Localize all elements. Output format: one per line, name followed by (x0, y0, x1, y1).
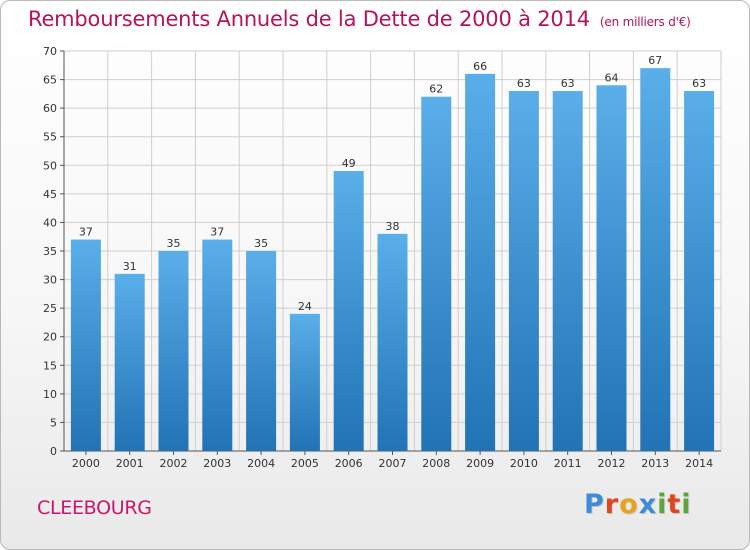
x-tick-label: 2009 (466, 457, 494, 470)
y-tick-label: 50 (43, 159, 57, 172)
proxiti-logo: Proxiti (584, 489, 692, 520)
x-tick-label: 2012 (598, 457, 626, 470)
bar-2014 (684, 91, 715, 451)
logo-letter: o (619, 489, 639, 520)
bar-2000 (70, 239, 101, 451)
data-label: 37 (210, 226, 224, 239)
chart-title: Remboursements Annuels de la Dette de 20… (28, 7, 691, 31)
x-tick-label: 2004 (247, 457, 275, 470)
x-tick-label: 2005 (291, 457, 319, 470)
y-tick-label: 15 (43, 359, 57, 372)
bar-2007 (377, 233, 408, 451)
data-label: 49 (342, 157, 356, 170)
bar-2011 (552, 91, 583, 451)
data-label: 63 (517, 77, 531, 90)
data-label: 63 (561, 77, 575, 90)
data-label: 66 (473, 60, 487, 73)
x-tick-label: 2008 (422, 457, 450, 470)
chart-title-text: Remboursements Annuels de la Dette de 20… (28, 7, 590, 31)
bar-2002 (158, 251, 189, 451)
logo-letter: i (681, 489, 692, 520)
y-tick-label: 70 (43, 45, 57, 58)
bar-2012 (596, 85, 627, 452)
data-labels: 37 31 35 37 35 24 49 38 62 66 63 63 64 67 63 (79, 54, 706, 313)
data-label: 38 (386, 220, 400, 233)
data-label: 63 (692, 77, 706, 90)
bar-2013 (640, 68, 671, 452)
logo-letter: r (604, 489, 620, 520)
bar-2005 (289, 313, 320, 451)
chart-subtitle: (en milliers d'€) (599, 15, 691, 29)
y-tick-label: 25 (43, 302, 57, 315)
data-label: 37 (79, 226, 93, 239)
x-tick-label: 2007 (379, 457, 407, 470)
y-tick-label: 60 (43, 102, 57, 115)
y-tick-label: 0 (50, 445, 57, 458)
bar-2008 (421, 96, 452, 451)
logo-letter: P (584, 489, 605, 520)
bar-2004 (246, 251, 277, 451)
logo-letter: x (638, 489, 658, 520)
x-tick-label: 2011 (554, 457, 582, 470)
y-tick-label: 10 (43, 388, 57, 401)
y-tick-label: 40 (43, 216, 57, 229)
x-tick-label: 2000 (72, 457, 100, 470)
x-tick-label: 2013 (641, 457, 669, 470)
location-name: CLEEBOURG (37, 497, 152, 519)
data-label: 35 (254, 237, 268, 250)
data-label: 24 (298, 300, 312, 313)
y-tick-label: 65 (43, 74, 57, 87)
y-tick-label: 20 (43, 331, 57, 344)
data-label: 64 (605, 71, 619, 84)
axes: 0 5 10 15 20 25 30 35 40 45 50 55 60 65 70 2000 2001 2002… (43, 45, 721, 470)
logo-letter: i (657, 489, 668, 520)
bar-2009 (465, 73, 496, 451)
y-tick-label: 5 (50, 416, 57, 429)
bar-2003 (202, 239, 233, 451)
x-tick-label: 2002 (160, 457, 188, 470)
x-tick-label: 2010 (510, 457, 538, 470)
x-tick-label: 2006 (335, 457, 363, 470)
y-tick-label: 35 (43, 245, 57, 258)
logo-letter: t (667, 489, 682, 520)
data-label: 67 (648, 54, 662, 67)
data-label: 62 (429, 83, 443, 96)
y-tick-label: 45 (43, 188, 57, 201)
y-tick-label: 55 (43, 131, 57, 144)
x-tick-label: 2001 (116, 457, 144, 470)
bar-2001 (114, 273, 145, 451)
bar-2010 (508, 91, 539, 451)
x-tick-label: 2014 (685, 457, 713, 470)
bar-2006 (333, 171, 364, 451)
x-tick-label: 2003 (203, 457, 231, 470)
data-label: 35 (167, 237, 181, 250)
bars (70, 68, 715, 452)
data-label: 31 (123, 260, 137, 273)
y-tick-label: 30 (43, 274, 57, 287)
